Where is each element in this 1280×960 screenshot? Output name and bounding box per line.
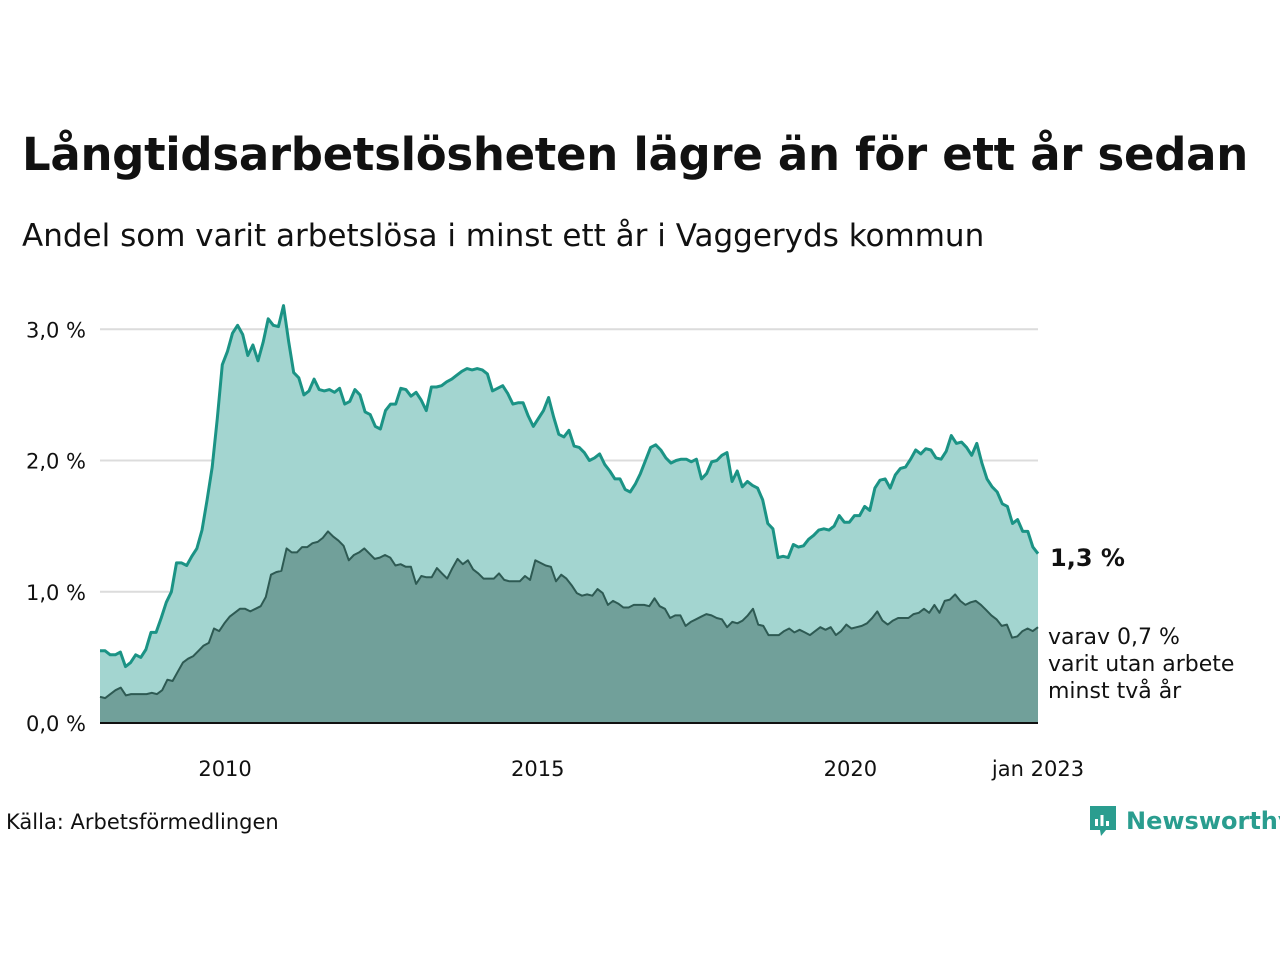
- end-label-two-years: minst två år: [1048, 678, 1182, 704]
- end-label-two-years: varit utan arbete: [1048, 652, 1234, 677]
- x-tick-label: jan 2023: [991, 757, 1084, 781]
- chart-title: Långtidsarbetslösheten lägre än för ett …: [22, 128, 1248, 181]
- end-label-two-years: varav 0,7 %: [1048, 625, 1180, 650]
- end-label-total: 1,3 %: [1050, 544, 1125, 572]
- newsworthy-logo-icon: [1090, 806, 1116, 836]
- chart-areas: [99, 304, 1040, 723]
- long-term-unemployed-line: [100, 304, 1040, 669]
- x-tick-label: 2015: [511, 757, 564, 781]
- unemployed-two-years-line: [99, 530, 1039, 700]
- brand-name: Newsworthy: [1126, 807, 1280, 835]
- axes: 0,0 % 1,0 % 2,0 % 3,0 % 2010 2015 2020 jan 2023: [26, 318, 1084, 781]
- unemployed-two-years-area: [100, 531, 1038, 723]
- x-tick-label: 2020: [824, 757, 877, 781]
- x-tick-label: 2010: [198, 757, 251, 781]
- newsworthy-logo: Newsworthy: [1088, 804, 1280, 838]
- y-tick-label: 2,0 %: [26, 450, 86, 474]
- y-tick-label: 1,0 %: [26, 581, 86, 605]
- chart-subtitle: Andel som varit arbetslösa i minst ett å…: [22, 218, 985, 254]
- source-note: Källa: Arbetsförmedlingen: [6, 810, 279, 834]
- y-tick-label: 0,0 %: [26, 712, 86, 736]
- y-tick-label: 3,0 %: [26, 318, 86, 342]
